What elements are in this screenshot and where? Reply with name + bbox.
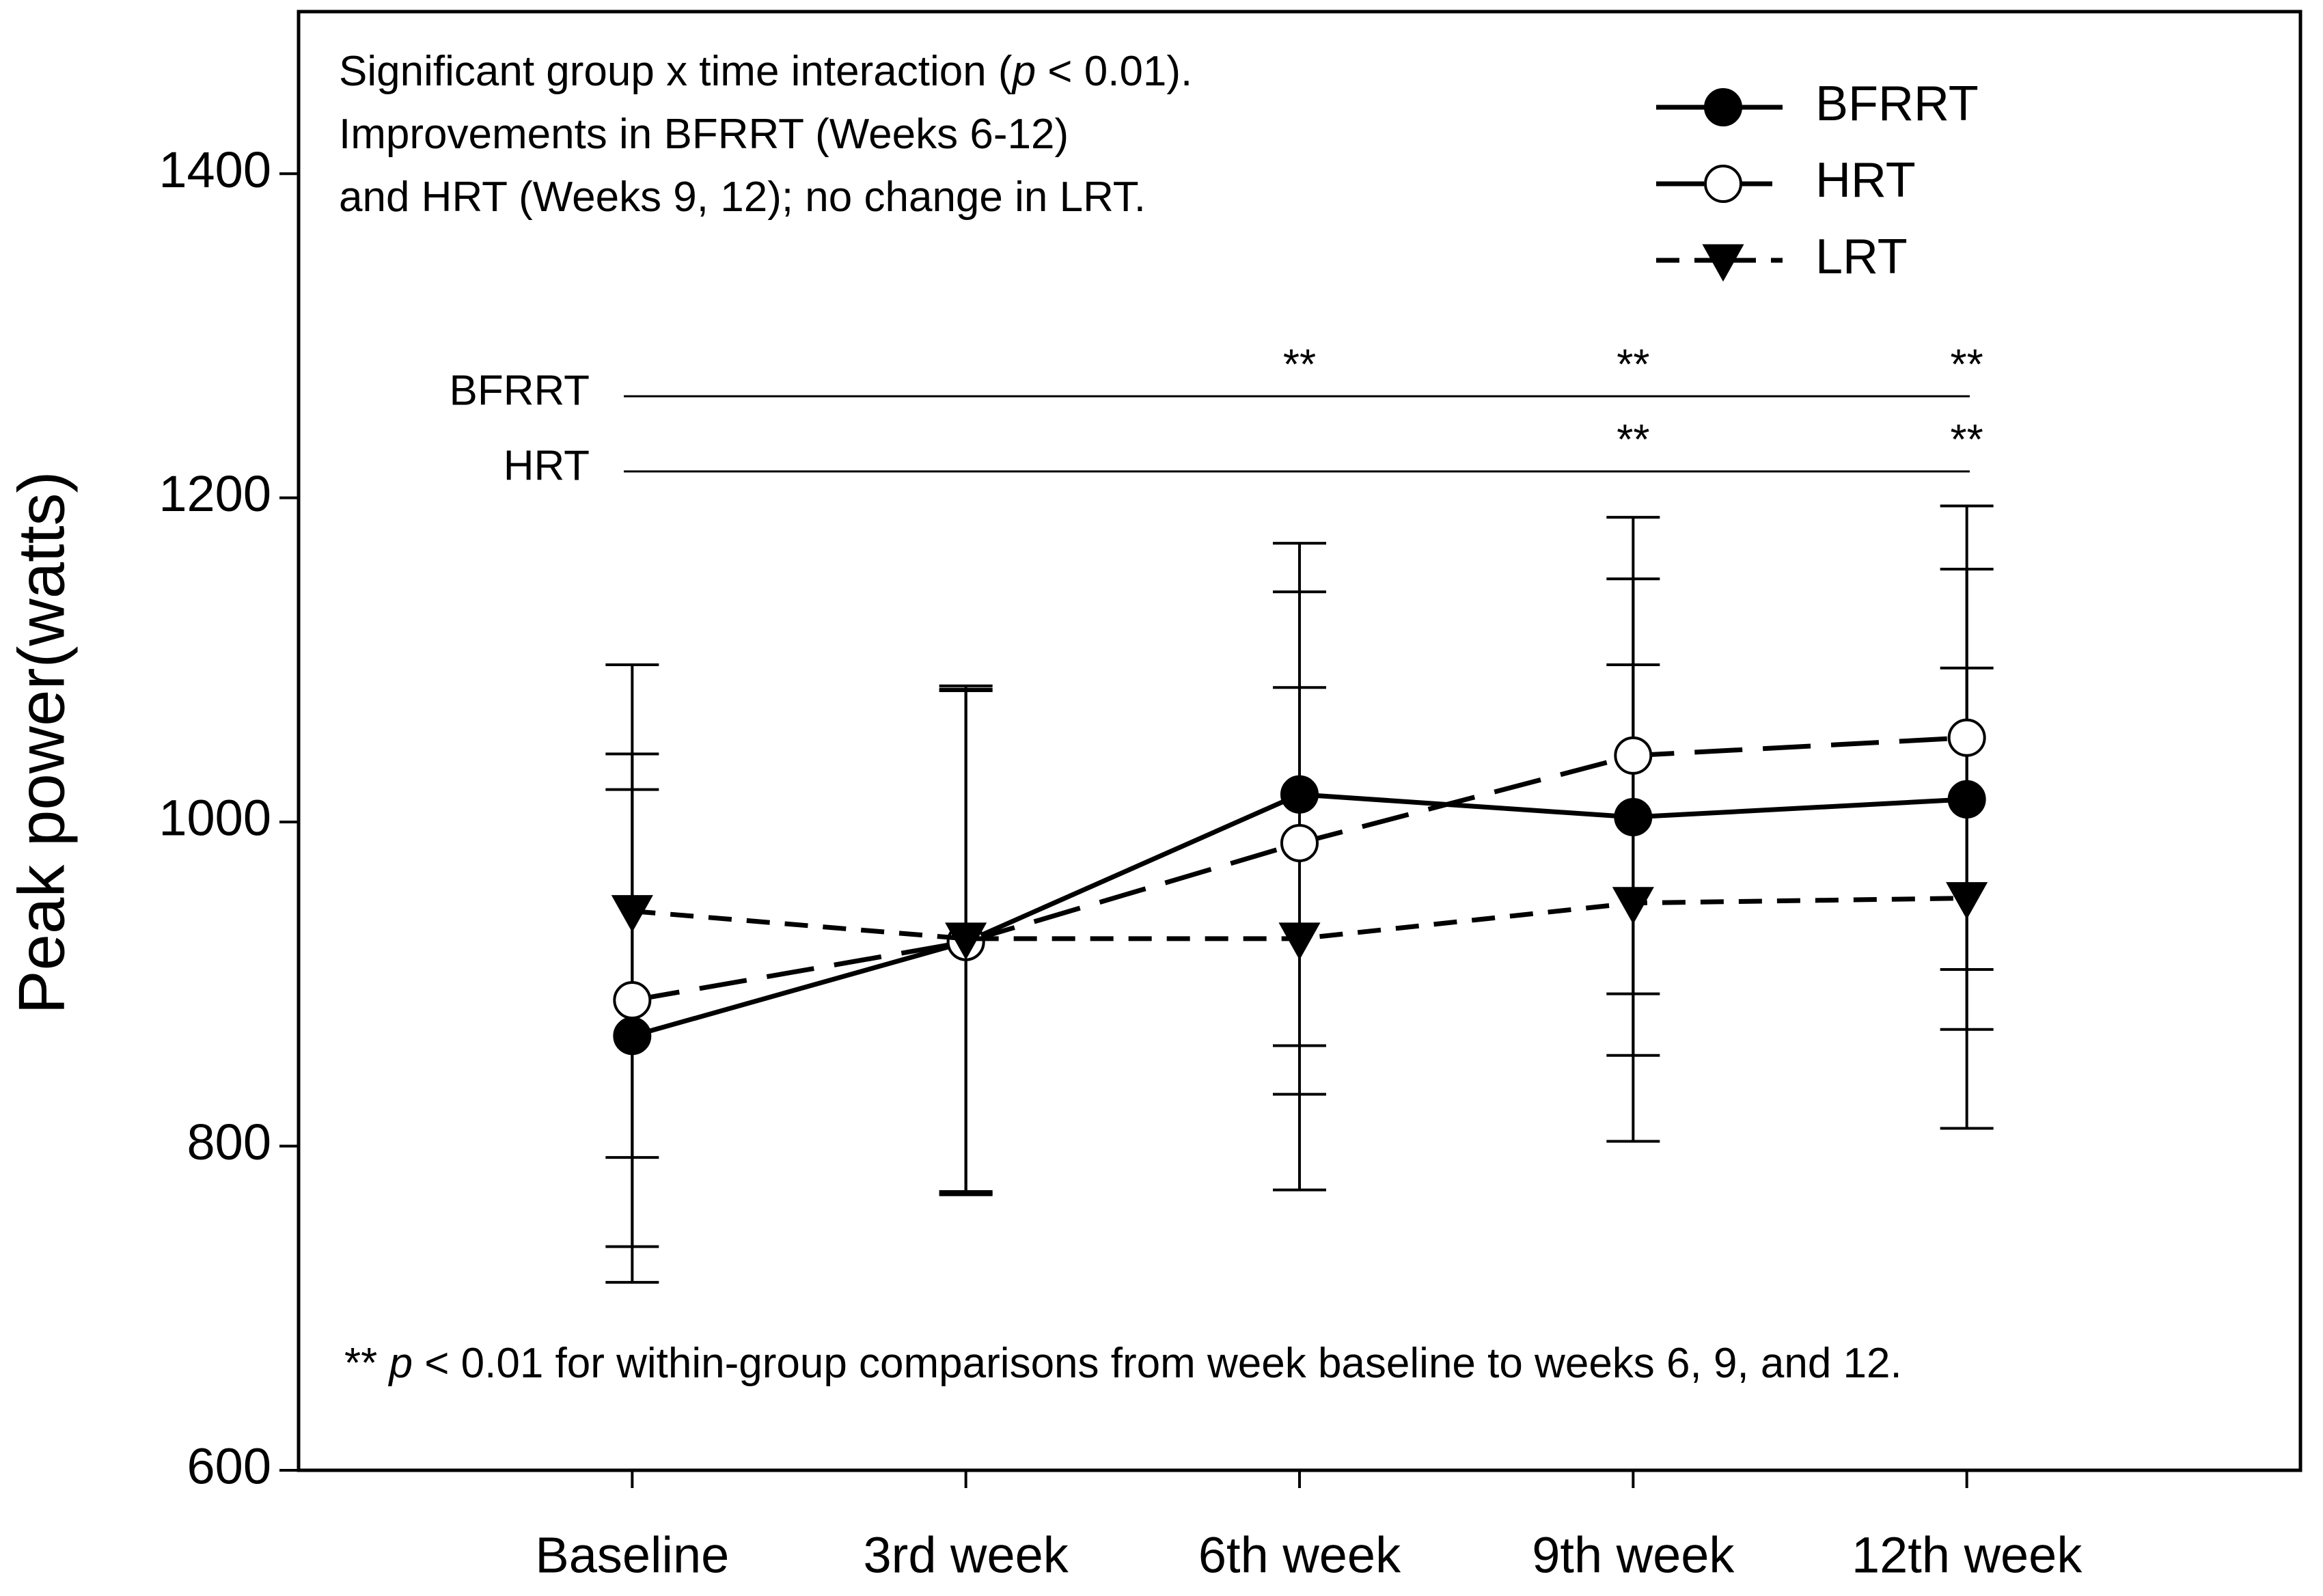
legend-label: BFRRT — [1815, 77, 1979, 131]
annotation-segment: and HRT (Weeks 9, 12); no change in LRT. — [339, 174, 1146, 221]
data-point — [1612, 887, 1654, 924]
data-point — [1280, 775, 1319, 814]
y-tick-label: 800 — [187, 1114, 271, 1170]
legend-marker — [1704, 165, 1742, 203]
annotation-segment: ** — [344, 1340, 389, 1387]
y-tick-label: 1200 — [159, 465, 271, 522]
y-tick-label: 1400 — [159, 141, 271, 198]
annotation-segment: < 0.01). — [1036, 48, 1192, 95]
data-point — [1946, 882, 1988, 920]
annotation-segment: p — [1011, 48, 1036, 95]
legend-label: LRT — [1815, 230, 1908, 284]
data-point — [1614, 797, 1653, 836]
y-axis-title: Peak power(watts) — [5, 471, 78, 1015]
annotation-segment: < 0.01 for within-group comparisons from… — [413, 1340, 1902, 1387]
annotation-line: Improvements in BFRRT (Weeks 6-12) — [339, 111, 1069, 158]
x-tick-label: Baseline — [535, 1527, 729, 1584]
x-tick-label: 3rd week — [864, 1527, 1069, 1584]
annotation-segment: Improvements in BFRRT (Weeks 6-12) — [339, 111, 1069, 158]
x-tick-label: 9th week — [1532, 1527, 1735, 1584]
significance-marker: ** — [1617, 416, 1649, 463]
data-point — [945, 922, 987, 960]
legend-marker — [1702, 244, 1744, 282]
data-point — [1278, 922, 1321, 960]
data-point — [1280, 823, 1319, 862]
significance-marker: ** — [1283, 341, 1316, 388]
y-tick-label: 600 — [187, 1438, 271, 1495]
data-point — [1947, 780, 1986, 818]
data-point — [613, 1017, 652, 1056]
significance-marker: ** — [1617, 341, 1649, 388]
data-point — [611, 895, 653, 933]
x-tick-label: 12th week — [1852, 1527, 2083, 1584]
annotation-segment: Significant group x time interaction ( — [339, 48, 1013, 95]
annotation-line: and HRT (Weeks 9, 12); no change in LRT. — [339, 174, 1146, 221]
legend-label: HRT — [1815, 153, 1916, 208]
significance-label: BFRRT — [449, 367, 590, 414]
x-tick-label: 6th week — [1198, 1527, 1401, 1584]
annotation-line: Significant group x time interaction (p … — [339, 48, 1192, 95]
significance-marker: ** — [1951, 341, 1983, 388]
data-point — [613, 981, 652, 1020]
legend-marker — [1704, 88, 1742, 126]
data-point — [1614, 736, 1653, 775]
annotation-footnote: ** p < 0.01 for within-group comparisons… — [344, 1340, 1902, 1387]
significance-marker: ** — [1951, 416, 1983, 463]
significance-label: HRT — [504, 442, 590, 489]
data-point — [1947, 718, 1986, 757]
annotation-segment: p — [387, 1340, 412, 1387]
y-tick-label: 1000 — [159, 790, 271, 847]
